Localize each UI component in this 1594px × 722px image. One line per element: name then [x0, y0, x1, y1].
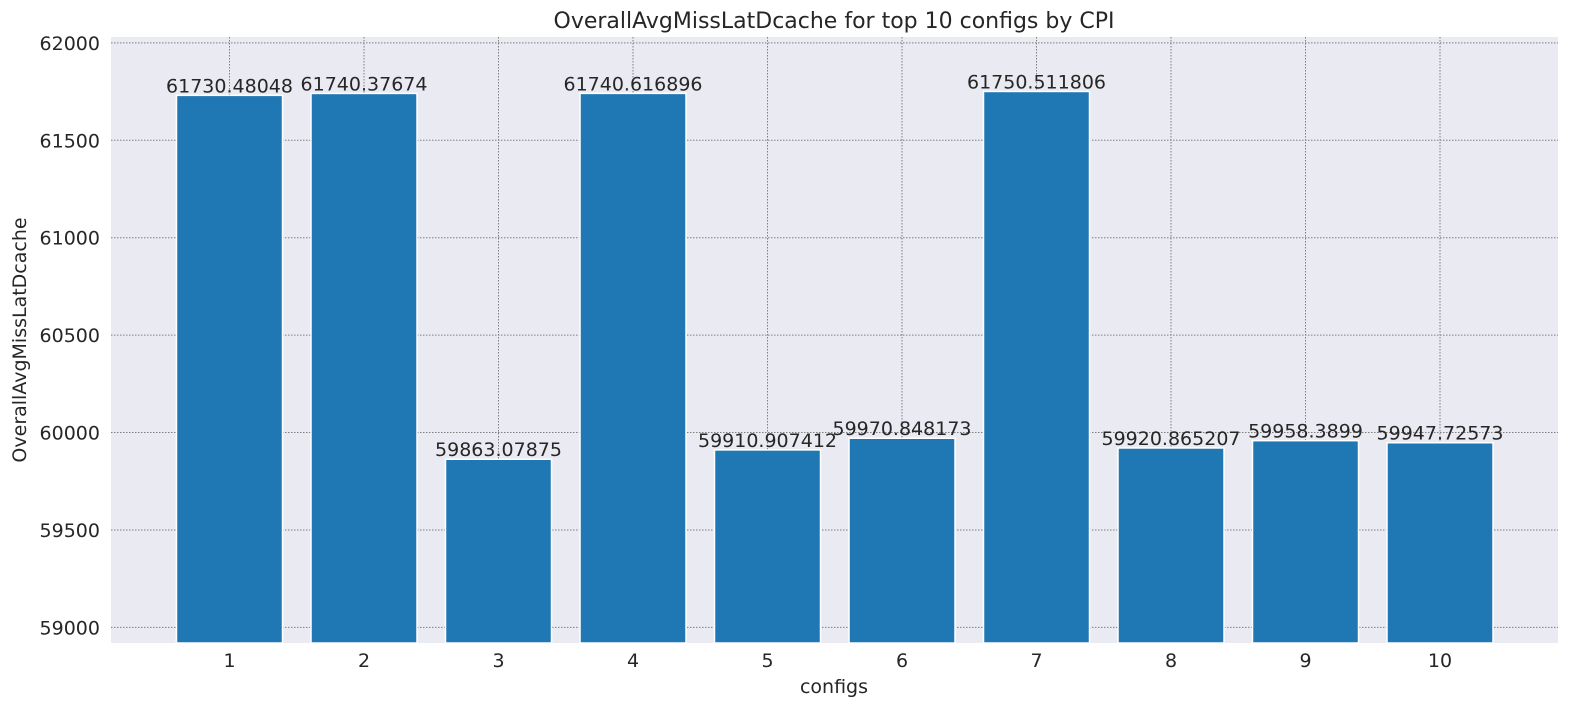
bar: [1117, 447, 1225, 644]
x-axis-ticks: 1 2 3 4 5 6 7 8 9 10: [223, 650, 1452, 672]
x-tick-label: 3: [492, 650, 504, 672]
x-axis-label: configs: [800, 676, 868, 698]
y-tick-label: 60000: [40, 423, 100, 445]
bar: [1251, 439, 1360, 644]
bar-value-label: 59970.848173: [832, 418, 971, 440]
x-tick-label: 8: [1165, 650, 1177, 672]
bars: [175, 90, 1494, 644]
x-tick-label: 6: [896, 650, 908, 672]
y-tick-label: 62000: [40, 33, 100, 55]
y-tick-label: 61000: [40, 228, 100, 250]
bar-value-label: 59958.3899: [1248, 421, 1363, 443]
bar: [1386, 441, 1494, 644]
bar-value-label: 61740.616896: [563, 73, 702, 95]
chart-title: OverallAvgMissLatDcache for top 10 confi…: [554, 9, 1115, 34]
bar-value-label: 59920.865207: [1101, 428, 1240, 450]
y-tick-label: 59500: [40, 520, 100, 542]
x-tick-label: 9: [1299, 650, 1311, 672]
bar: [175, 94, 284, 644]
x-tick-label: 1: [223, 650, 235, 672]
bar-value-label: 59863.07875: [435, 439, 562, 461]
y-tick-label: 60500: [40, 325, 100, 347]
x-tick-label: 10: [1428, 650, 1452, 672]
bar: [713, 449, 822, 644]
data-labels: 61730.48048 61740.37674 59863.07875 61740.6…: [166, 71, 1503, 461]
x-tick-label: 2: [358, 650, 370, 672]
y-tick-label: 61500: [40, 130, 100, 152]
y-axis-label: OverallAvgMissLatDcache: [9, 217, 31, 462]
bar: [982, 90, 1091, 644]
bar: [848, 437, 956, 644]
x-tick-label: 7: [1030, 650, 1042, 672]
x-tick-label: 5: [761, 650, 773, 672]
bar-value-label: 59910.907412: [698, 430, 837, 452]
bar-value-label: 59947.72573: [1377, 423, 1504, 445]
bar-value-label: 61750.511806: [967, 71, 1106, 93]
y-tick-label: 59000: [40, 617, 100, 639]
bar-value-label: 61740.37674: [301, 73, 428, 95]
bar-value-label: 61730.48048: [166, 75, 293, 97]
y-axis-ticks: 59000 59500 60000 60500 61000 61500 62000: [40, 33, 100, 640]
bar: [310, 92, 418, 644]
bar: [444, 458, 553, 644]
bar: [579, 92, 687, 644]
x-tick-label: 4: [627, 650, 639, 672]
